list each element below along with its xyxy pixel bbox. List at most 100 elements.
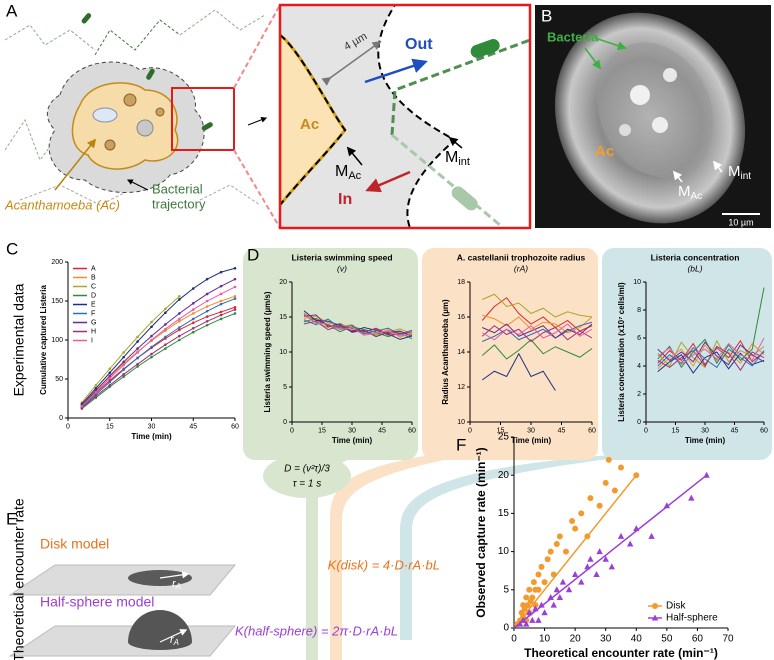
data-point — [205, 319, 209, 323]
x-tick-label: 45 — [189, 424, 197, 431]
distance-arrow — [321, 40, 382, 86]
legend-label: G — [91, 319, 96, 326]
data-point — [602, 555, 609, 562]
x-tick-label: 15 — [318, 428, 326, 435]
subscript: Ac — [691, 191, 703, 202]
data-point — [602, 479, 609, 486]
data-point — [547, 548, 554, 555]
y-tick-label: 0 — [283, 419, 287, 426]
side-label: Theoretical encounter rate — [11, 498, 27, 660]
data-point — [233, 312, 237, 315]
arrow — [712, 160, 723, 173]
x-tick-label: 0 — [511, 634, 517, 645]
x-tick-label: 0 — [644, 428, 648, 435]
data-point — [94, 387, 98, 390]
arrow — [247, 116, 268, 126]
x-tick-label: 0 — [290, 428, 294, 435]
x-tick-label: 60 — [760, 428, 768, 435]
data-point — [178, 328, 181, 332]
data-point — [178, 317, 181, 321]
m-int-label: Mint — [728, 163, 751, 182]
data-point — [587, 555, 594, 562]
x-axis-label: Time (min) — [131, 432, 172, 441]
data-point — [529, 594, 536, 601]
bacterium — [201, 122, 213, 131]
x-axis-label: Time (min) — [332, 436, 373, 445]
data-point — [150, 352, 153, 356]
data-point — [587, 495, 594, 502]
data-point — [108, 376, 112, 380]
fit-line — [513, 474, 637, 629]
data-point — [219, 292, 223, 296]
data-point — [219, 313, 223, 317]
chart-subtitle: (bL) — [687, 263, 702, 273]
y-tick-label: 15 — [279, 314, 287, 321]
subscript: int — [458, 156, 470, 168]
x-tick-label: 15 — [497, 428, 505, 435]
m: M — [678, 183, 691, 200]
data-point — [191, 330, 195, 334]
data-point — [122, 360, 125, 364]
data-point — [553, 586, 560, 593]
m: M — [728, 163, 741, 180]
series-line — [303, 320, 413, 336]
x-tick-label: 15 — [672, 428, 680, 435]
data-point — [205, 292, 209, 296]
ac-label: Ac — [300, 116, 319, 133]
data-point — [94, 383, 98, 387]
y-tick-label: 0 — [637, 419, 641, 426]
arrow — [126, 179, 149, 191]
data-point — [219, 299, 223, 303]
legend-label: H — [91, 328, 96, 335]
y-tick-label: 8 — [637, 307, 641, 314]
ac-label: Ac — [595, 143, 614, 160]
x-tick-label: 70 — [722, 634, 734, 645]
series-line — [81, 278, 236, 406]
legend-marker — [652, 603, 658, 609]
y-axis-label: Listeria concentration (x10⁷ cells/ml) — [617, 282, 626, 422]
data-point — [122, 351, 125, 354]
m: M — [445, 149, 458, 166]
legend-label: B — [91, 274, 96, 281]
x-tick-label: 45 — [558, 428, 566, 435]
data-point — [648, 532, 655, 539]
nucleus — [92, 107, 118, 123]
y-tick-label: 6 — [637, 335, 641, 342]
data-point — [178, 319, 181, 323]
data-point — [136, 340, 139, 343]
subscript: Ac — [348, 170, 361, 182]
data-point — [150, 325, 153, 329]
legend-label: A — [91, 265, 96, 272]
x-tick-label: 15 — [106, 424, 114, 431]
y-tick-label: 150 — [51, 298, 63, 305]
data-point — [663, 502, 671, 509]
data-point — [538, 601, 545, 608]
y-tick-label: 200 — [51, 259, 63, 266]
vacuole — [652, 117, 668, 133]
fit-line — [513, 474, 708, 629]
data-point — [164, 311, 167, 315]
x-tick-label: 0 — [66, 424, 70, 431]
data-point — [150, 334, 153, 338]
data-point — [535, 571, 542, 578]
arrow — [448, 136, 463, 149]
data-point — [593, 571, 600, 578]
legend-label: I — [91, 337, 93, 344]
data-point — [541, 609, 548, 616]
data-point — [122, 355, 125, 359]
panel-a: Acanthamoeba (Ac) Bacterial trajectory — [4, 4, 281, 229]
y-tick-label: 14 — [457, 349, 465, 356]
series-line — [303, 313, 413, 337]
y-tick-label: 12 — [457, 384, 465, 391]
series-line — [482, 293, 593, 318]
zoom-line — [233, 4, 281, 89]
series-line — [81, 306, 236, 407]
x-tick-label: 45 — [731, 428, 739, 435]
panel-label: C — [6, 239, 18, 258]
data-point — [136, 347, 139, 350]
m-ac-label: MAc — [678, 183, 702, 202]
series-line — [81, 267, 236, 405]
x-tick-label: 60 — [408, 428, 416, 435]
x-tick-label: 30 — [348, 428, 356, 435]
r: r — [172, 578, 177, 590]
